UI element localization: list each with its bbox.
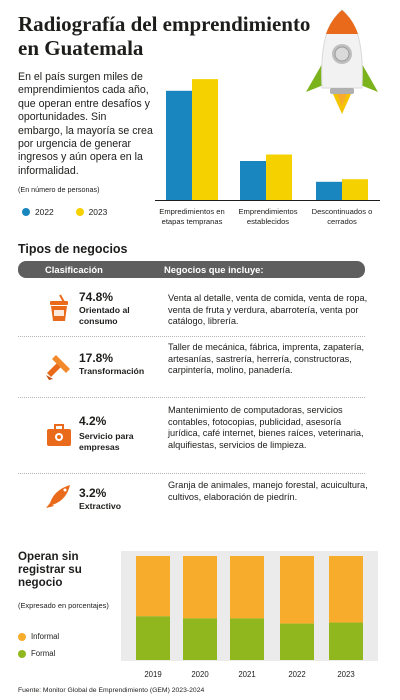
legend-swatch-informal [18,632,26,641]
header-classification: Clasificación [45,264,103,275]
types-section-title: Tipos de negocios [18,242,128,256]
chart1-bar-2023 [266,154,292,200]
row-name: Extractivo [79,501,122,511]
chart2-year-label: 2022 [288,670,306,679]
legend-label-2023: 2023 [88,207,108,217]
chart1-bar-2022 [240,161,266,200]
briefcase-icon [47,424,71,446]
row-desc: Taller de mecánica, fábrica, imprenta, z… [168,342,365,376]
row-name: Orientado al consumo [79,305,130,326]
row-name: Transformación [79,366,145,376]
row-pct: 17.8% [79,351,114,365]
row-desc: Venta al detalle, venta de comida, venta… [168,293,368,327]
chart2-panel [121,551,378,661]
chart2-title: Operan sin registrar su negocio [18,550,82,589]
chart1-bar-2023 [342,179,368,200]
chart2-note: (Expresado en porcentajes) [18,601,109,610]
tools-icon [46,355,70,380]
page-title: Radiografía del emprendimiento en Guatem… [18,12,311,60]
row-pct: 74.8% [79,290,114,304]
intro-text: En el país surgen miles de emprendimient… [18,71,153,177]
chart1-category-label: Empredimientos en etapas tempranas [159,207,225,226]
row-divider [18,397,365,398]
chart1-bar-2023 [192,79,218,200]
types-table-header: Clasificación Negocios que incluye: [18,261,365,278]
chart1-category-label: Emprendimientos establecidos [238,207,298,226]
row-desc: Mantenimiento de computadoras, servicios… [168,405,364,450]
row-divider [18,473,365,474]
rocket-icon [306,9,378,114]
legend-label-informal: Informal [31,632,60,641]
legend-item-formal: Formal [18,649,55,658]
chart1-note: (En número de personas) [18,185,100,194]
legend-label-2022: 2022 [35,207,54,217]
legend-swatch-2022 [22,208,30,216]
chart2-year-label: 2019 [144,670,162,679]
legend-item-informal: Informal [18,632,59,641]
header-includes: Negocios que incluye: [164,264,264,275]
chart1-legend: 2022 2023 [22,207,129,217]
row-divider [18,336,365,337]
chart2-year-label: 2020 [191,670,209,679]
fish-icon [46,485,70,508]
cup-icon [50,294,68,321]
chart2-year-label: 2021 [238,670,256,679]
legend-item-2023: 2023 [75,207,108,217]
source-note: Fuente: Monitor Global de Emprendimiento… [18,687,205,694]
row-name: Servicio para empresas [79,431,134,452]
legend-swatch-2023 [75,208,84,216]
legend-item-2022: 2022 [22,207,54,217]
row-pct: 3.2% [79,486,107,500]
chart1-bar-2022 [166,90,192,200]
chart1-bar-2022 [316,181,342,200]
chart1-category-label: Descontinuados o cerrados [311,207,373,226]
chart2-year-label: 2023 [337,670,355,679]
legend-label-formal: Formal [31,649,56,658]
legend-swatch-formal [18,649,26,658]
row-desc: Granja de animales, manejo forestal, acu… [168,480,368,502]
row-pct: 4.2% [79,414,107,428]
